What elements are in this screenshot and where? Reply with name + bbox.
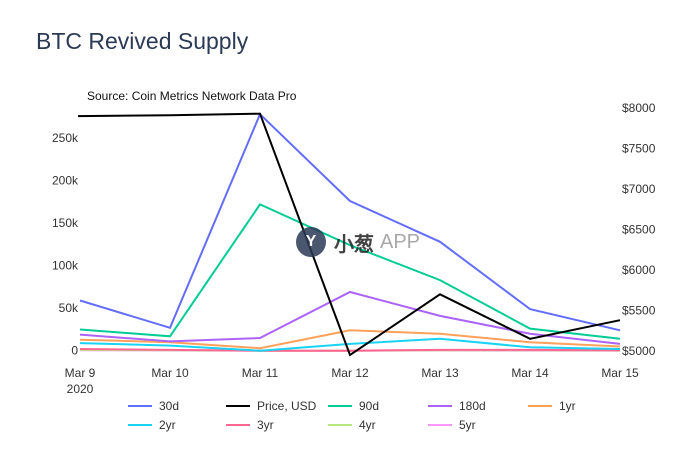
y-right-tick-label: $7000	[622, 182, 656, 196]
y-left-tick-label: 50k	[59, 301, 79, 315]
series-line-180d	[79, 290, 621, 345]
y-right-tick-label: $6000	[622, 263, 656, 277]
legend-label-2yr: 2yr	[159, 418, 176, 432]
y-right-tick-label: $7500	[622, 142, 656, 156]
x-tick-label: Mar 15	[601, 366, 639, 380]
y-left-tick-label: 150k	[52, 216, 79, 230]
series-line-30d	[79, 112, 621, 332]
y-left-axis: 0 50k 100k 150k 200k 250k	[52, 131, 79, 358]
series-line-2yr	[79, 337, 621, 352]
y-right-tick-label: $8000	[622, 101, 656, 115]
series-line-90d	[79, 203, 621, 340]
y-right-tick-label: $6500	[622, 223, 656, 237]
y-left-tick-label: 250k	[52, 131, 79, 145]
legend-label-4yr: 4yr	[359, 418, 376, 432]
x-tick-label: Mar 9	[65, 366, 96, 380]
plot-area	[77, 112, 621, 357]
series-line-3yr	[79, 348, 621, 352]
series-line-price-usd	[77, 112, 621, 357]
legend: 30d Price, USD 90d 180d 1yr 2yr 3yr 4yr 5yr	[128, 399, 576, 432]
watermark-logo-icon: Y	[296, 227, 326, 257]
watermark-app: APP	[380, 230, 421, 253]
y-left-tick-label: 0	[71, 344, 78, 358]
y-left-tick-label: 200k	[52, 174, 79, 188]
legend-label-180d: 180d	[459, 399, 486, 413]
chart-title: BTC Revived Supply	[36, 28, 249, 54]
x-year-label: 2020	[67, 382, 94, 396]
watermark-text: 小葱	[334, 233, 374, 256]
watermark: Y 小葱 APP	[296, 227, 420, 257]
y-left-tick-label: 100k	[52, 259, 79, 273]
legend-label-price-usd: Price, USD	[257, 399, 317, 413]
legend-label-90d: 90d	[359, 399, 379, 413]
legend-label-1yr: 1yr	[559, 399, 576, 413]
legend-label-30d: 30d	[159, 399, 179, 413]
x-axis: Mar 9 Mar 10 Mar 11 Mar 12 Mar 13 Mar 14 Mar 1…	[65, 366, 639, 396]
y-right-tick-label: $5500	[622, 303, 656, 317]
x-tick-label: Mar 12	[331, 366, 369, 380]
y-right-tick-label: $5000	[622, 344, 656, 358]
x-tick-label: Mar 13	[421, 366, 459, 380]
legend-label-5yr: 5yr	[459, 418, 476, 432]
legend-label-3yr: 3yr	[257, 418, 274, 432]
source-note: Source: Coin Metrics Network Data Pro	[87, 89, 297, 103]
y-right-axis: $5000 $5500 $6000 $6500 $7000 $7500 $8000	[622, 101, 656, 358]
x-tick-label: Mar 11	[242, 366, 279, 380]
x-tick-label: Mar 14	[511, 366, 549, 380]
x-tick-label: Mar 10	[151, 366, 189, 380]
